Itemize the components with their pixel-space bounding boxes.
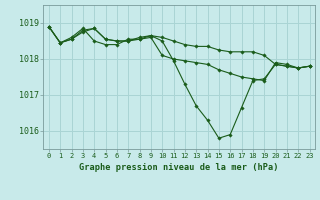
X-axis label: Graphe pression niveau de la mer (hPa): Graphe pression niveau de la mer (hPa) xyxy=(79,163,279,172)
